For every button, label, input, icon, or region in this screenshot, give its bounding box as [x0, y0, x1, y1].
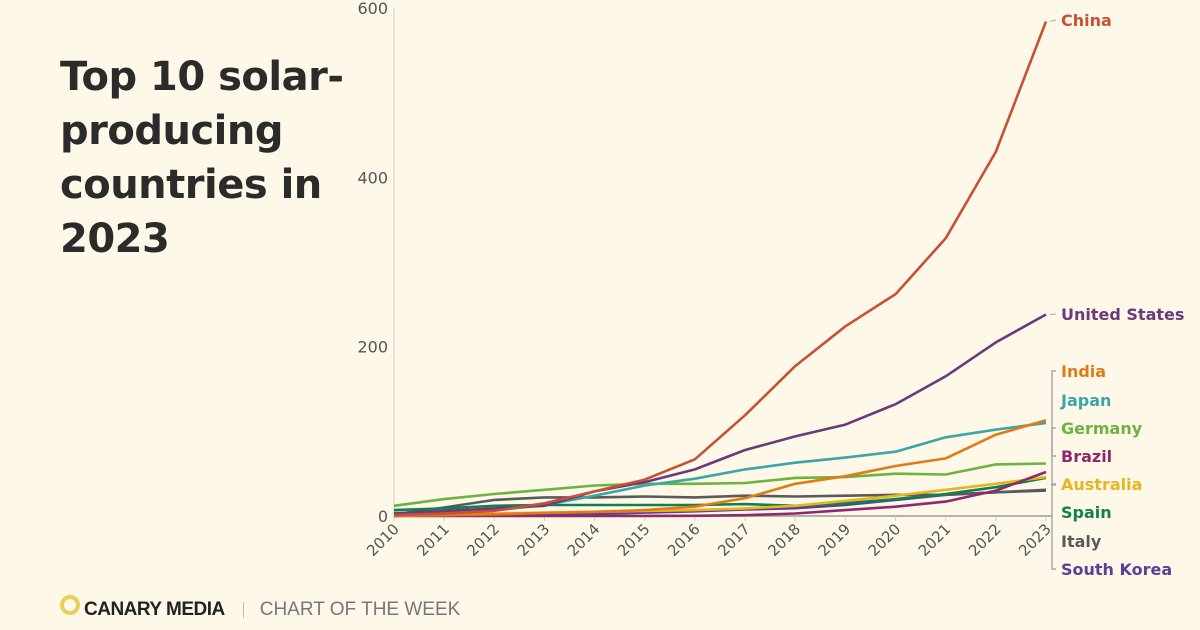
series-label: Brazil: [1061, 447, 1112, 466]
x-tick-label: 2013: [514, 520, 554, 560]
series-label: Australia: [1061, 475, 1142, 494]
series-label: Germany: [1061, 419, 1143, 438]
x-tick-label: 2011: [413, 520, 453, 560]
label-bracket: [1051, 483, 1056, 570]
x-tick-label: 2020: [865, 520, 905, 560]
x-tick-label: 2022: [965, 520, 1005, 560]
x-tick-label: 2023: [1015, 520, 1055, 560]
brand-name: CANARY MEDIA: [84, 599, 225, 620]
series-label: United States: [1061, 305, 1184, 324]
series-line-germany: [393, 462, 1047, 508]
series-line-brazil: [394, 470, 1047, 518]
x-tick-label: 2018: [764, 520, 804, 560]
series-label: Japan: [1060, 391, 1111, 410]
y-tick-label: 400: [357, 168, 388, 187]
x-tick-label: 2019: [814, 520, 854, 560]
x-tick-label: 2016: [664, 520, 704, 560]
x-tick-label: 2015: [614, 520, 654, 560]
x-tick-label: 2012: [463, 520, 503, 560]
divider: [242, 602, 244, 618]
chart-title: Top 10 solar-producing countries in 2023: [60, 54, 344, 262]
series-label: Spain: [1061, 503, 1112, 522]
series-label: Italy: [1061, 532, 1102, 551]
x-tick-label: 2017: [714, 520, 754, 560]
series-label: South Korea: [1061, 560, 1172, 579]
label-bracket: [1051, 427, 1056, 457]
x-tick-label: 2014: [564, 520, 604, 560]
label-leader: [1049, 19, 1057, 23]
series-line-spain: [393, 476, 1047, 512]
footer-subtitle: CHART OF THE WEEK: [259, 599, 461, 620]
y-tick-label: 200: [357, 338, 388, 357]
y-tick-label: 600: [357, 0, 388, 18]
series-line-united-states: [393, 313, 1047, 515]
series-line-china: [393, 21, 1048, 517]
series-label: China: [1061, 11, 1112, 30]
series-line-india: [393, 419, 1047, 518]
canary-logo-icon: [60, 595, 80, 615]
y-tick-label: 0: [378, 507, 388, 526]
x-tick-label: 2010: [363, 520, 403, 560]
footer: CANARY MEDIA CHART OF THE WEEK: [60, 595, 461, 624]
series-label: India: [1061, 362, 1106, 381]
x-tick-label: 2021: [915, 520, 955, 560]
